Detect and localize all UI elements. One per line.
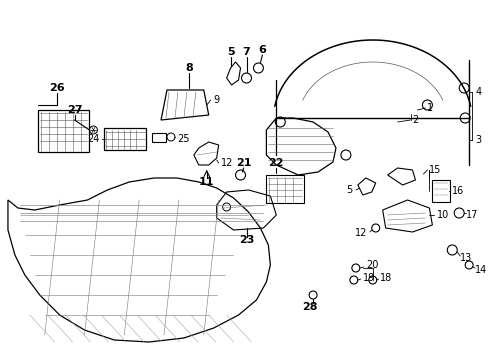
Text: 12: 12 [220,158,233,168]
Text: 28: 28 [302,302,318,312]
Text: 25: 25 [177,134,190,144]
Text: 12: 12 [355,228,368,238]
Text: 23: 23 [239,235,254,245]
Text: 17: 17 [466,210,479,220]
Text: 14: 14 [475,265,488,275]
Bar [104,128,146,150]
Text: 7: 7 [243,47,250,57]
Text: 10: 10 [438,210,450,220]
Text: 6: 6 [258,45,267,55]
Text: 9: 9 [214,95,220,105]
Bar [432,180,450,202]
Text: 20: 20 [366,260,378,270]
Bar [38,110,90,152]
Text: 13: 13 [460,253,472,263]
Text: 2: 2 [413,115,419,125]
Text: 15: 15 [429,165,442,175]
Text: 8: 8 [185,63,193,73]
Text: 4: 4 [475,87,481,97]
Text: 22: 22 [269,158,284,168]
Text: 16: 16 [452,186,465,196]
Text: 24: 24 [87,134,99,144]
Text: 27: 27 [67,105,82,115]
Text: 26: 26 [49,83,65,93]
Text: 5: 5 [346,185,353,195]
Text: 5: 5 [227,47,234,57]
Text: 18: 18 [380,273,392,283]
Text: 21: 21 [236,158,251,168]
Text: 3: 3 [475,135,481,145]
Text: 1: 1 [427,103,434,113]
Bar [267,175,304,203]
Bar [152,133,166,142]
Text: 11: 11 [199,177,215,187]
Text: 19: 19 [363,273,375,283]
